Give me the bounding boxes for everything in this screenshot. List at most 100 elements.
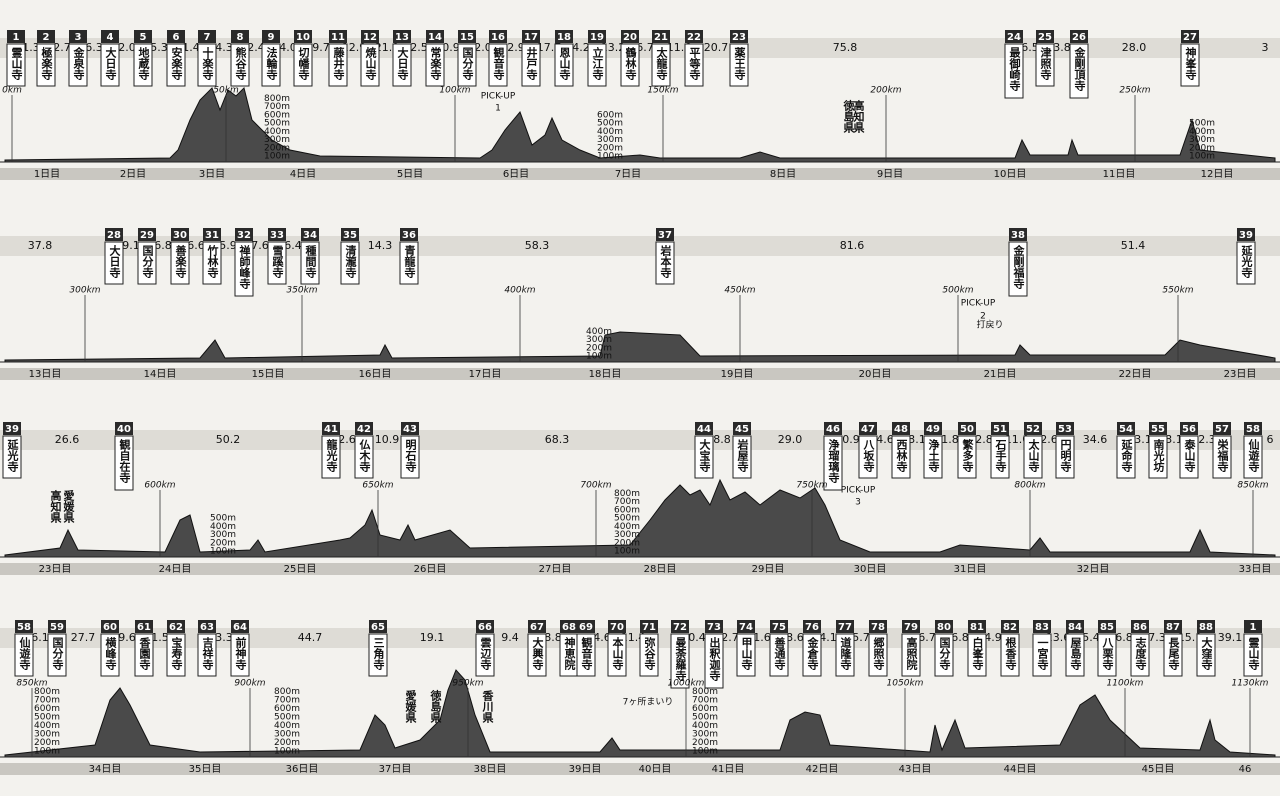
temple-number: 53 <box>1058 424 1072 435</box>
temple-name-box <box>392 43 412 87</box>
elevation-label: 400m <box>692 721 718 731</box>
temple: 43 明石寺 <box>400 422 420 479</box>
temple-name: 神峯寺 <box>1184 46 1198 81</box>
temple-number: 21 <box>654 32 668 43</box>
temple-number: 41 <box>324 424 338 435</box>
day-label: 25日目 <box>284 564 317 575</box>
temple-name-box <box>704 633 724 689</box>
temple-number: 67 <box>530 622 544 633</box>
temple-number: 45 <box>735 424 749 435</box>
distance: 2.3 <box>1198 433 1216 446</box>
distance: 2.8 <box>975 433 993 446</box>
elevation-label: 100m <box>264 152 290 162</box>
temple-number-box <box>1244 620 1262 633</box>
temple-name-box <box>934 633 954 677</box>
temple-name-box <box>1163 633 1183 677</box>
temple-name: 延光寺 <box>6 438 20 473</box>
temple: 66 雲辺寺 <box>475 620 495 677</box>
day-label: 40日目 <box>639 764 672 775</box>
temple-name: 大興寺 <box>531 636 544 671</box>
temple: 25 津照寺 <box>1035 30 1055 87</box>
temple-name: 国分寺 <box>141 245 154 279</box>
distance: 6.8 <box>1115 631 1133 644</box>
temple-number-box <box>401 422 419 435</box>
elevation-profile <box>4 331 1276 363</box>
temple-name: 延光寺 <box>1240 244 1254 279</box>
day-label: 14日目 <box>144 369 177 380</box>
temple-name-box <box>360 43 380 87</box>
distance: 75.8 <box>833 41 858 54</box>
temple-number-box <box>1149 422 1167 435</box>
temple-number-box <box>902 620 920 633</box>
temple-name-box <box>1148 435 1168 479</box>
temple-number: 69 <box>579 622 593 633</box>
distance: 8.8 <box>544 631 562 644</box>
temple: 8 熊谷寺 <box>230 30 250 87</box>
temple: 83 一宮寺 <box>1032 620 1052 677</box>
temple-number-box <box>167 30 185 43</box>
temple-name-box <box>1097 633 1117 677</box>
temple-number-box <box>652 30 670 43</box>
temple-number-box <box>426 30 444 43</box>
temple-name: 香園寺 <box>138 636 152 671</box>
temple-name-box <box>197 633 217 677</box>
temple-name-box <box>400 435 420 479</box>
day-label: 7日目 <box>615 169 641 180</box>
distance: 2.6 <box>1040 433 1058 446</box>
temple-name-box <box>736 633 756 677</box>
temple-name-box <box>100 633 120 677</box>
temple-number-box <box>958 422 976 435</box>
temple: 36 青龍寺 <box>399 228 419 285</box>
distance: 28.0 <box>1122 41 1147 54</box>
temple: 19 立江寺 <box>587 30 607 87</box>
temple-number: 51 <box>993 424 1007 435</box>
distance: 11.0 <box>1005 433 1030 446</box>
temple: 78 郷照寺 <box>868 620 888 677</box>
temple-number: 29 <box>140 230 154 241</box>
temple-number-box <box>69 30 87 43</box>
distance: 4.1 <box>819 631 837 644</box>
elevation-label: 200m <box>1189 143 1215 153</box>
temple-name-box <box>202 241 222 285</box>
distance: 4.2 <box>572 41 590 54</box>
temple-number-box <box>476 620 494 633</box>
temple: 68 神恵院 <box>559 620 579 677</box>
temple-number: 77 <box>838 622 852 633</box>
temple-name: 立江寺 <box>591 46 604 81</box>
day-label: 15日目 <box>252 369 285 380</box>
elevation-label: 800m <box>274 687 300 697</box>
temple-name-box <box>197 43 217 87</box>
temple-name: 泰山寺 <box>1183 438 1197 473</box>
elevation-label: 700m <box>692 696 718 706</box>
annotation: PICK-UP <box>961 299 996 309</box>
distance: 6.6 <box>187 239 205 252</box>
temple-number-box <box>138 228 156 241</box>
km-label: 0km <box>2 86 22 96</box>
day-label: 43日目 <box>899 764 932 775</box>
temple: 44 大宝寺 <box>694 422 714 479</box>
day-label: 19日目 <box>721 369 754 380</box>
temple-name: 常楽寺 <box>429 46 443 81</box>
temple-number: 87 <box>1166 622 1180 633</box>
distance: 2.0 <box>118 41 136 54</box>
elevation-label: 300m <box>274 730 300 740</box>
temple: 82 根香寺 <box>1000 620 1020 677</box>
distance: 19.1 <box>420 631 445 644</box>
day-label: 30日目 <box>854 564 887 575</box>
temple-name-box <box>957 435 977 479</box>
temple-name: 高照院 <box>905 636 918 671</box>
distance: 5.9 <box>219 239 237 252</box>
temple: 15 国分寺 <box>457 30 477 87</box>
temple: 69 観音寺 <box>576 620 596 677</box>
temple-number-box <box>555 30 573 43</box>
temple-number: 25 <box>1038 32 1052 43</box>
temple: 49 浄土寺 <box>923 422 943 479</box>
temple: 38 金剛福寺 <box>1008 228 1028 297</box>
temple-number: 79 <box>904 622 918 633</box>
temple-name-box <box>868 633 888 677</box>
temple: 33 雪蹊寺 <box>267 228 287 285</box>
distance: 15.1 <box>1178 631 1203 644</box>
temple: 11 藤井寺 <box>328 30 348 87</box>
temple-name: 金泉寺 <box>72 46 86 81</box>
temple-number-box <box>1213 422 1231 435</box>
